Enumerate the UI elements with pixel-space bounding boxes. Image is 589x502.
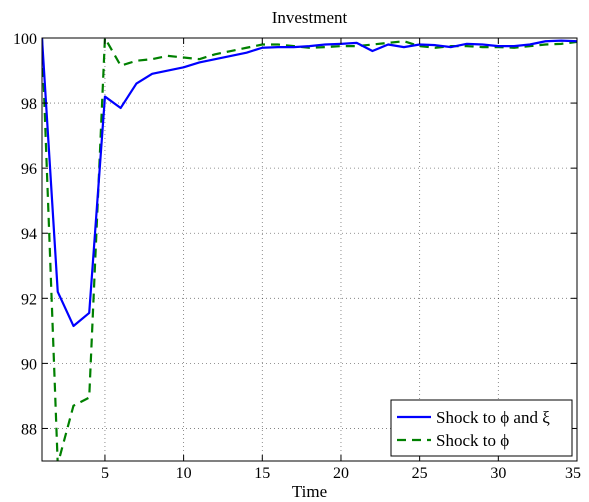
legend-label: Shock to ϕ and ξ bbox=[436, 408, 550, 427]
y-tick-label: 100 bbox=[13, 31, 37, 48]
x-tick-label: 20 bbox=[333, 465, 349, 482]
legend-entry: Shock to ϕ bbox=[397, 431, 509, 450]
series-line bbox=[42, 38, 577, 328]
plot-series bbox=[42, 38, 577, 461]
y-tick-label: 98 bbox=[21, 96, 37, 113]
x-tick-label: 15 bbox=[254, 465, 270, 482]
x-tick-label: 25 bbox=[412, 465, 428, 482]
legend-box bbox=[390, 399, 573, 457]
x-tick-label: 5 bbox=[101, 465, 109, 482]
y-tick-label: 90 bbox=[21, 356, 37, 373]
x-tick-label: 10 bbox=[176, 465, 192, 482]
x-tick-label: 30 bbox=[490, 465, 506, 482]
plot-frame bbox=[41, 37, 578, 462]
y-tick-label: 96 bbox=[21, 161, 37, 178]
y-tick-label: 94 bbox=[21, 226, 37, 243]
legend-entry: Shock to ϕ and ξ bbox=[397, 408, 550, 427]
y-tick-label: 92 bbox=[21, 291, 37, 308]
chart-title: Investment bbox=[272, 8, 348, 27]
y-tick-label: 88 bbox=[21, 421, 37, 438]
x-axis-label: Time bbox=[292, 482, 327, 501]
legend-label: Shock to ϕ bbox=[436, 431, 509, 450]
legend: Shock to ϕ and ξ Shock to ϕ bbox=[390, 399, 573, 457]
axis-ticks: 5 10 15 20 25 30 35 88 90 92 94 96 98 100 bbox=[13, 31, 581, 482]
series-line bbox=[42, 38, 577, 461]
x-tick-label: 35 bbox=[565, 465, 581, 482]
grid bbox=[42, 38, 577, 461]
